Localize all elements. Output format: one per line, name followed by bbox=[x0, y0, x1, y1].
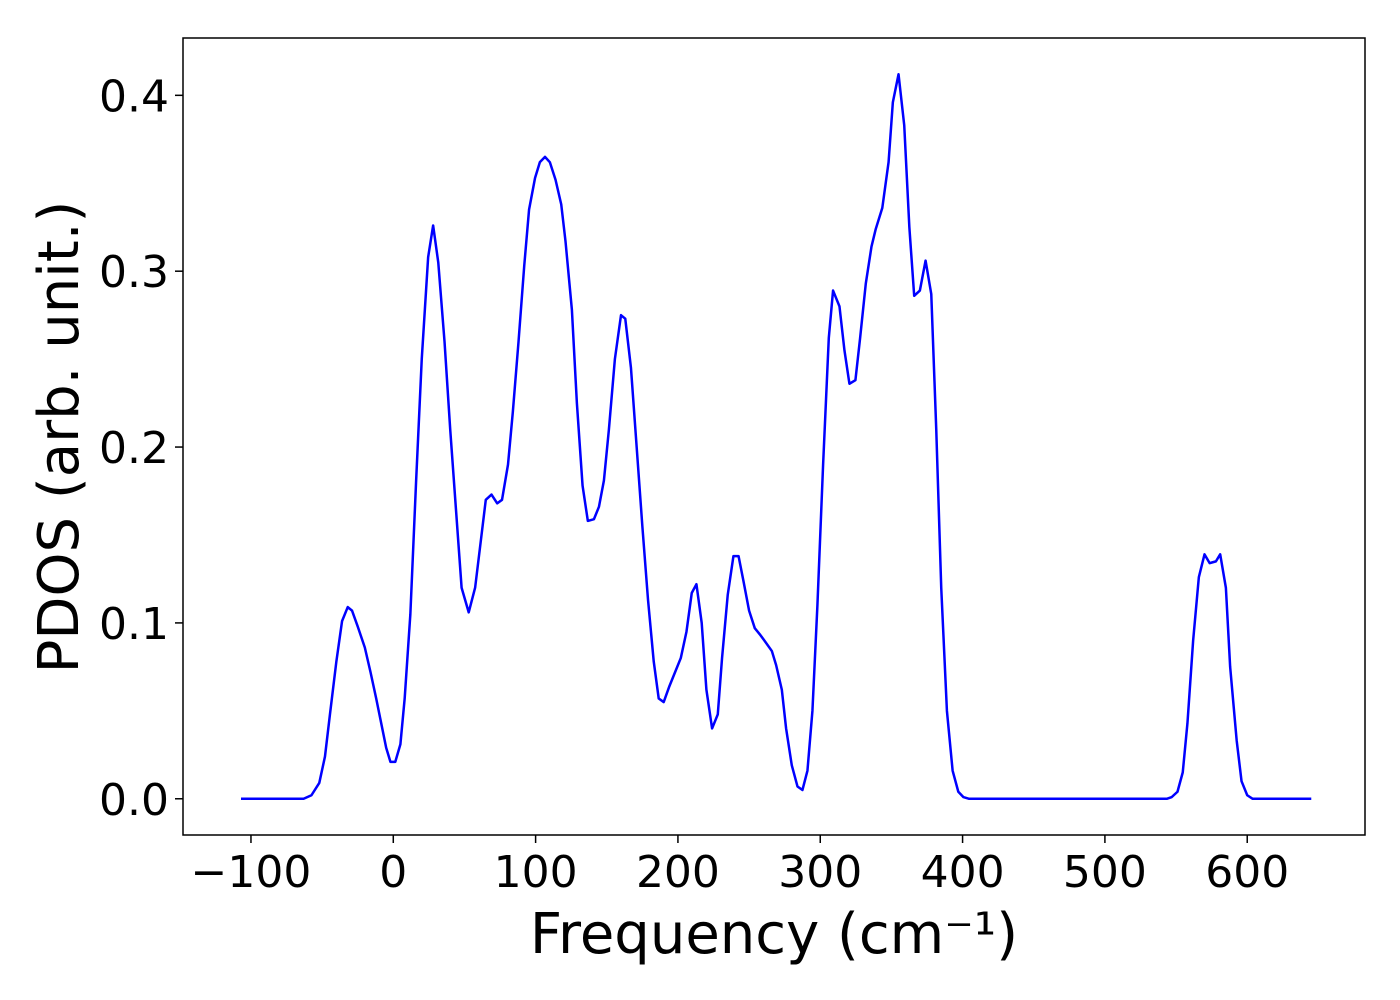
data-line bbox=[241, 72, 1312, 801]
x-tick-label: 500 bbox=[1063, 847, 1147, 898]
x-tick-label: 200 bbox=[636, 847, 720, 898]
x-tick-label: 300 bbox=[778, 847, 862, 898]
x-axis-label: Frequency (cm⁻¹) bbox=[530, 902, 1018, 967]
y-tick-label: 0.2 bbox=[99, 423, 169, 474]
y-tick-label: 0.0 bbox=[99, 775, 169, 826]
x-tick-label: 600 bbox=[1205, 847, 1289, 898]
x-tick-label: 400 bbox=[921, 847, 1005, 898]
y-tick-label: 0.3 bbox=[99, 247, 169, 298]
plot-frame bbox=[182, 37, 1366, 836]
y-axis-label: PDOS (arb. unit.) bbox=[27, 201, 92, 674]
y-tick-label: 0.1 bbox=[99, 599, 169, 650]
x-tick-label: 0 bbox=[379, 847, 407, 898]
x-tick-label: 100 bbox=[494, 847, 578, 898]
y-tick-label: 0.4 bbox=[99, 71, 169, 122]
x-tick-label: −100 bbox=[191, 847, 312, 898]
